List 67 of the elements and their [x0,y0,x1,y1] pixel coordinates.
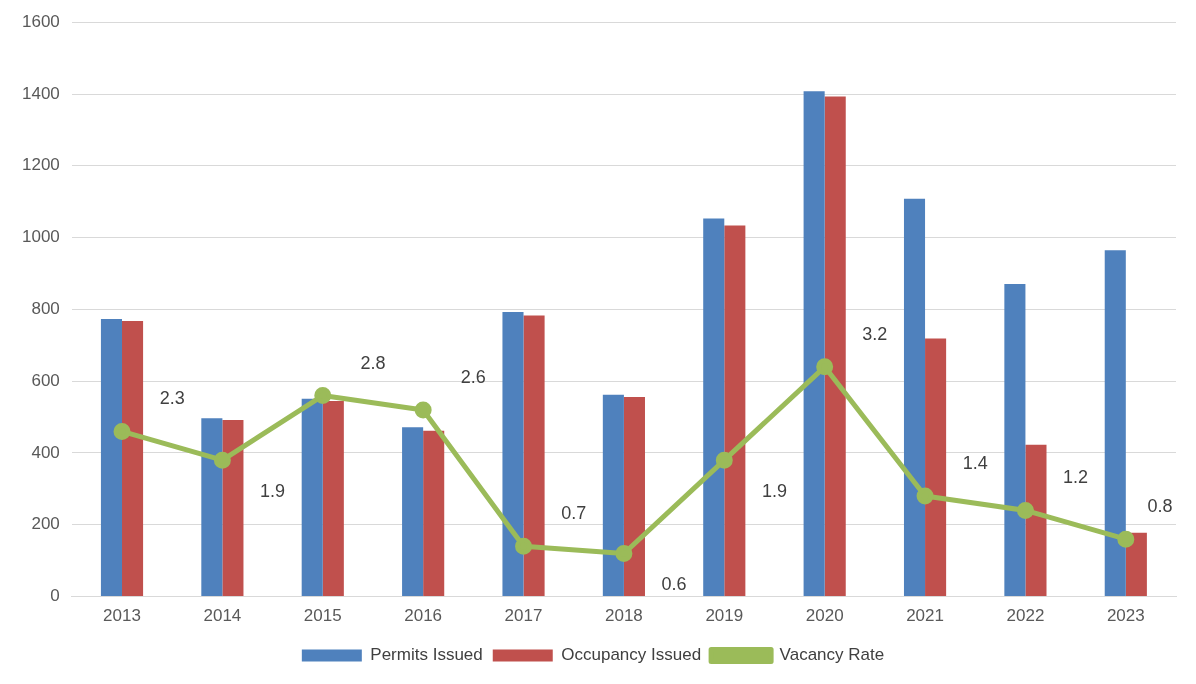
data-label: 0.8 [1147,496,1173,517]
data-label: 1.2 [1063,467,1089,488]
point [1117,530,1135,548]
y-tick-label: 1400 [21,83,60,103]
point [515,537,533,555]
bar [903,198,926,597]
x-tick-label: 2021 [906,606,944,626]
x-tick-label: 2013 [103,606,141,626]
x-tick-label: 2019 [705,606,744,626]
y-tick-label: 600 [31,370,60,390]
point [816,358,834,376]
bar [824,96,846,597]
point [916,487,934,505]
bar [1004,283,1026,597]
bar [1025,444,1047,597]
bar [502,311,524,597]
y-tick-label: 1600 [21,11,60,31]
bar [523,315,545,597]
bar [1125,532,1147,597]
data-label: 3.2 [862,323,888,344]
bar [100,319,123,597]
y-tick-label: 200 [31,514,60,534]
x-tick-label: 2015 [303,606,342,626]
y-tick-label: 0 [50,586,60,606]
x-tick-label: 2017 [504,606,543,626]
point [213,451,231,469]
data-label: 2.3 [159,388,185,409]
y-tick-label: 1200 [21,155,60,175]
data-label: 0.7 [561,503,587,524]
legend-label: Occupancy Issued [561,645,702,665]
bar [703,218,725,597]
bar [402,427,424,597]
x-tick-label: 2020 [805,606,844,626]
bar [623,397,645,597]
data-label: 1.9 [260,481,286,502]
point [113,422,131,440]
y-tick-label: 400 [31,442,60,462]
legend-label: Vacancy Rate [779,645,885,665]
bar [222,419,244,597]
x-tick-label: 2023 [1106,606,1145,626]
data-label: 1.4 [962,453,988,474]
bar [301,398,323,597]
point [715,451,733,469]
point [314,387,332,405]
bar [1104,250,1126,597]
data-label: 2.8 [360,352,386,373]
bar [803,91,825,597]
y-tick-label: 1000 [21,227,60,247]
x-tick-label: 2014 [203,606,242,626]
bar [201,418,223,597]
legend-label: Permits Issued [370,645,483,665]
data-label: 2.6 [460,366,486,387]
data-label: 0.6 [661,574,687,595]
y-tick-label: 800 [31,299,60,319]
data-label: 1.9 [761,481,787,502]
bar [322,400,344,597]
x-tick-label: 2022 [1006,606,1045,626]
bar [925,338,947,597]
point [414,401,432,419]
point [1016,501,1034,519]
x-tick-label: 2016 [404,606,443,626]
point [615,545,633,563]
bar [724,225,746,597]
bar [122,320,144,597]
bar [423,430,445,597]
x-tick-label: 2018 [605,606,643,626]
bar [602,394,624,597]
